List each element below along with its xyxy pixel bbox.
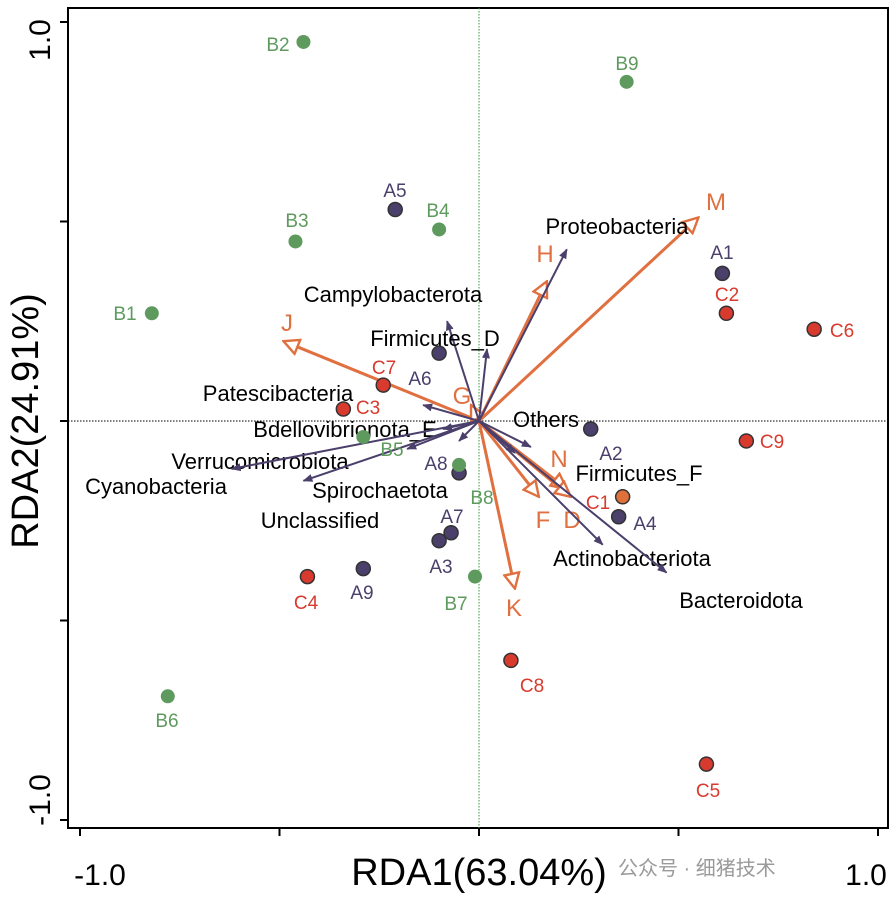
sample-label-A7: A7 xyxy=(440,507,463,528)
env-label-M: M xyxy=(706,189,726,216)
sample-point-C7 xyxy=(375,377,391,393)
species-label-Actinobacteriota: Actinobacteriota xyxy=(553,546,712,571)
sample-label-C7: C7 xyxy=(372,358,396,379)
sample-point-B3 xyxy=(288,234,303,249)
sample-label-A6: A6 xyxy=(408,369,431,390)
watermark: 公众号 · 细猪技术 xyxy=(618,857,776,880)
environment-arrows: M H J G N F D K xyxy=(281,189,726,622)
sample-point-C5 xyxy=(698,756,715,772)
sample-point-A5 xyxy=(387,201,403,218)
species-label-Bdellovibrionota_E: Bdellovibrionota_E xyxy=(253,417,436,442)
y-axis-label: RDA2(24.91%) xyxy=(5,293,47,549)
env-label-K: K xyxy=(506,595,522,622)
env-label-H: H xyxy=(536,241,553,268)
sample-label-B5: B5 xyxy=(380,440,403,461)
sample-label-A1: A1 xyxy=(710,243,733,264)
sample-point-B6 xyxy=(160,689,175,704)
species-label-Proteobacteria: Proteobacteria xyxy=(545,214,689,239)
env-arrow-M xyxy=(477,218,698,423)
sample-point-A2 xyxy=(582,421,599,437)
sample-point-A3 xyxy=(431,532,447,549)
sample-label-B9: B9 xyxy=(615,54,638,75)
sample-point-C3 xyxy=(335,401,352,417)
sample-label-A9: A9 xyxy=(350,583,373,604)
sample-point-A1 xyxy=(714,265,731,282)
sample-label-B6: B6 xyxy=(155,711,178,732)
sample-label-C5: C5 xyxy=(696,781,720,802)
sample-point-B7 xyxy=(468,569,483,584)
y-tick-label-max: 1.0 xyxy=(24,19,57,61)
sample-label-A2: A2 xyxy=(599,444,622,465)
sample-point-B1 xyxy=(144,306,159,321)
species-arrow-Proteobacteria xyxy=(478,248,568,422)
species-label-Spirochaetota: Spirochaetota xyxy=(312,478,449,503)
sample-label-B4: B4 xyxy=(426,201,450,222)
x-axis-label: RDA1(63.04%) xyxy=(351,852,607,894)
sample-point-B9 xyxy=(619,74,634,89)
sample-label-A8: A8 xyxy=(424,454,447,475)
env-label-G: G xyxy=(453,383,472,410)
x-tick-label-min: -1.0 xyxy=(74,859,126,892)
sample-point-B2 xyxy=(296,34,311,49)
species-label-Cyanobacteria: Cyanobacteria xyxy=(85,474,228,499)
sample-point-C2 xyxy=(718,305,735,322)
sample-label-C8: C8 xyxy=(520,676,544,697)
species-arrow-Campylobacterota xyxy=(446,320,480,422)
sample-label-C1: C1 xyxy=(586,493,610,514)
x-tick-label-max: 1.0 xyxy=(845,859,887,892)
species-label-Bacteroidota: Bacteroidota xyxy=(679,588,803,613)
sample-label-C3: C3 xyxy=(356,398,380,419)
species-arrow-Firmicutes_D xyxy=(478,348,490,422)
sample-point-B8 xyxy=(452,457,467,472)
sample-point-A6 xyxy=(431,345,447,361)
sample-label-B3: B3 xyxy=(285,211,308,232)
sample-label-B7: B7 xyxy=(444,594,467,615)
sample-point-C6 xyxy=(806,321,822,337)
sample-point-A4 xyxy=(610,509,627,525)
sample-points: A1 A2 A3 A4 A5 A6 A7 A8 A9 B1 B2 B3 B4 B5 B6 B7 B8 B9 C1 C2… xyxy=(113,34,854,802)
species-label-Unclassified: Unclassified xyxy=(261,508,380,533)
species-arrows: Proteobacteria Campylobacterota Firmicutes… xyxy=(85,214,803,613)
species-arrow-Patescibacteria xyxy=(422,403,480,422)
env-arrow-K xyxy=(477,420,515,589)
species-arrow-Cyanobacteria xyxy=(230,420,480,472)
env-label-F: F xyxy=(536,507,551,534)
env-label-N: N xyxy=(550,446,567,473)
species-arrow-Actinobacteriota xyxy=(478,420,604,546)
sample-label-C6: C6 xyxy=(830,321,854,342)
sample-label-B2: B2 xyxy=(266,35,289,56)
env-arrow-F xyxy=(477,420,539,497)
sample-label-A3: A3 xyxy=(429,557,452,578)
species-label-Others: Others xyxy=(513,407,579,432)
sample-point-C4 xyxy=(299,568,316,585)
sample-point-C9 xyxy=(738,433,755,449)
species-label-Firmicutes_F: Firmicutes_F xyxy=(575,461,702,486)
sample-point-B4 xyxy=(432,222,447,237)
sample-point-A7 xyxy=(443,524,459,541)
species-label-Campylobacterota: Campylobacterota xyxy=(304,282,483,307)
sample-label-A4: A4 xyxy=(633,514,657,535)
sample-point-C1 xyxy=(614,489,631,505)
species-arrow-Others xyxy=(478,420,532,448)
sample-point-C8 xyxy=(503,652,519,669)
sample-label-C4: C4 xyxy=(294,593,319,614)
env-label-J: J xyxy=(281,310,293,337)
y-tick-label-min: -1.0 xyxy=(24,774,57,826)
sample-label-B1: B1 xyxy=(113,304,136,325)
env-label-D: D xyxy=(563,507,580,534)
species-arrow-Unclassified xyxy=(302,420,480,482)
sample-label-C9: C9 xyxy=(760,432,784,453)
sample-label-C2: C2 xyxy=(715,285,739,306)
species-arrow-Spirochaetota xyxy=(458,420,480,442)
sample-label-A5: A5 xyxy=(383,181,406,202)
sample-point-B5 xyxy=(356,429,371,444)
species-label-Patescibacteria: Patescibacteria xyxy=(203,381,354,406)
sample-label-B8: B8 xyxy=(470,488,493,509)
species-arrow-Bacteroidota xyxy=(478,420,668,574)
sample-point-A9 xyxy=(355,560,372,577)
species-label-Verrucomicrobiota: Verrucomicrobiota xyxy=(171,449,349,474)
